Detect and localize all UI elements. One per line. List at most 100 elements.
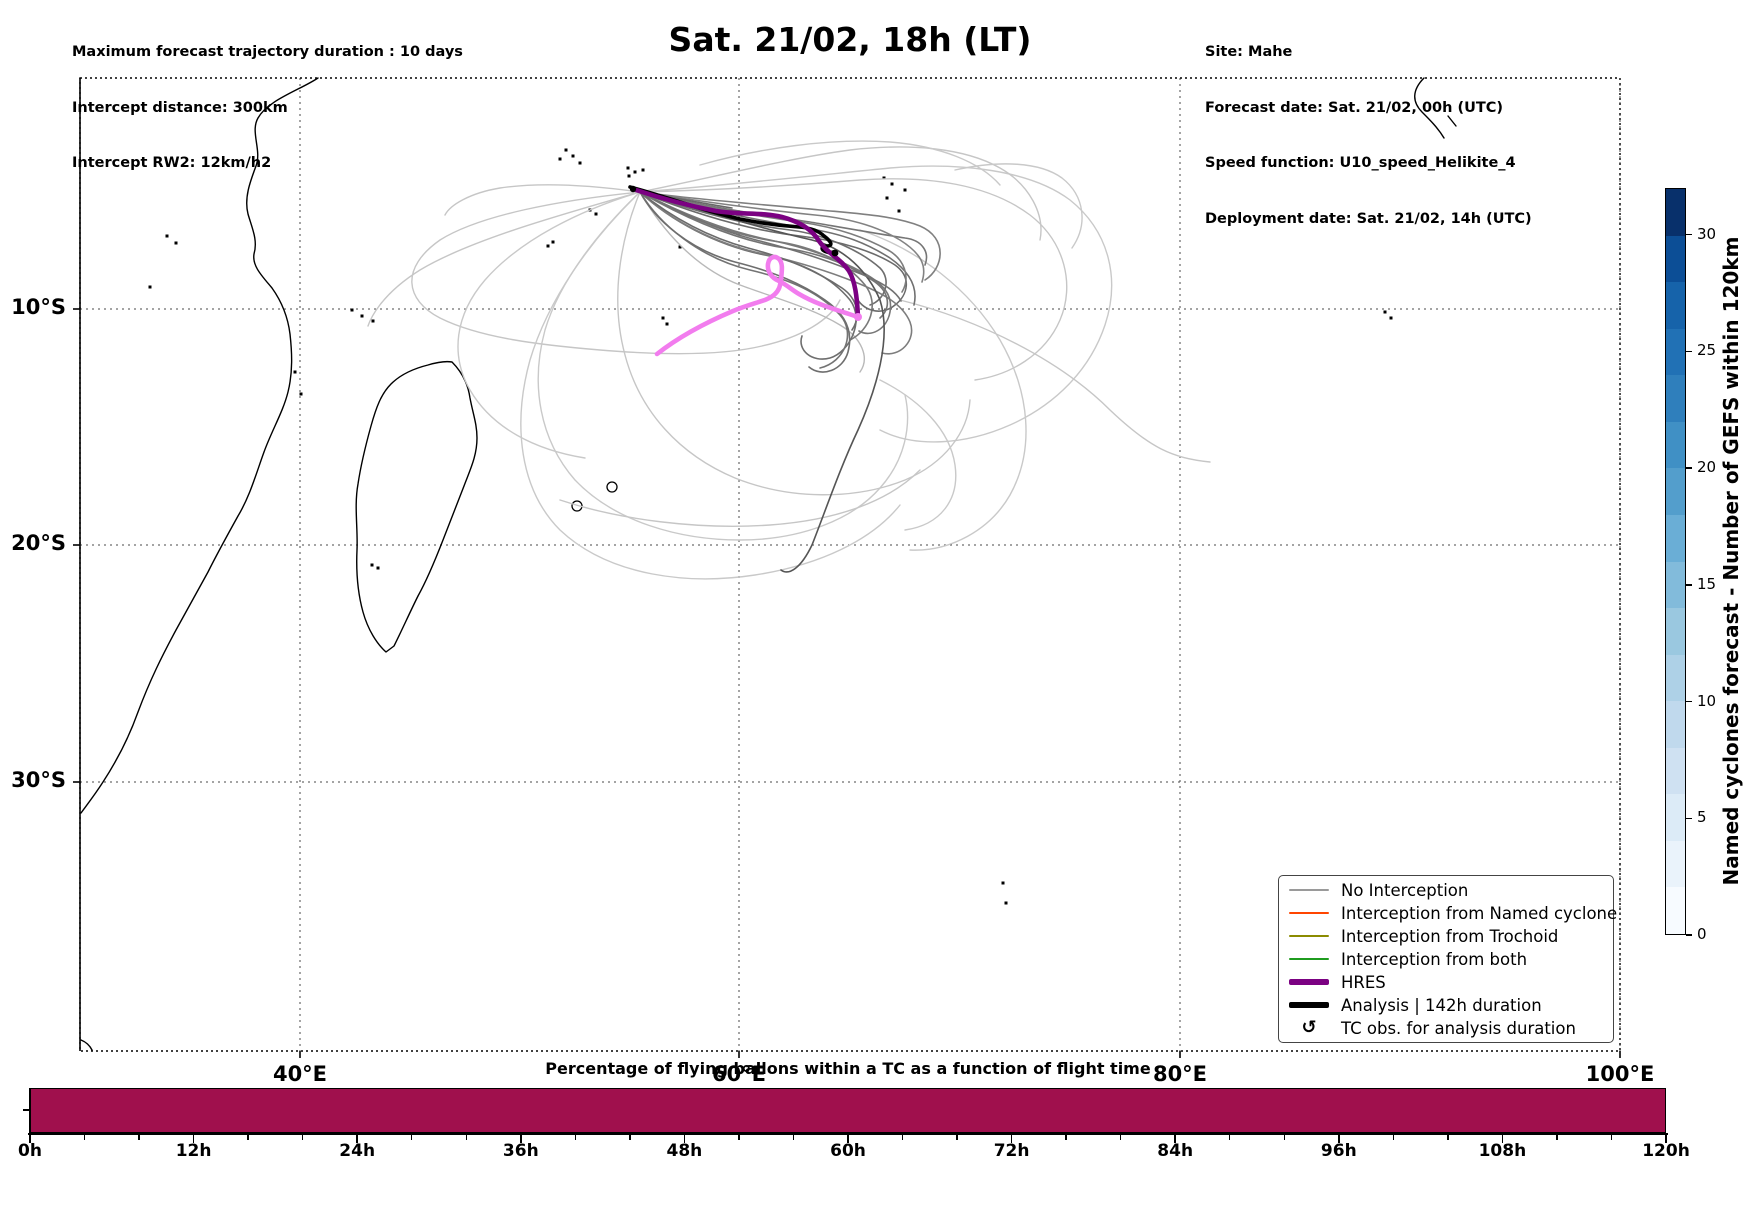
coastline (1414, 77, 1445, 139)
coastline (80, 1039, 93, 1051)
island-speck (1001, 881, 1005, 885)
bar-chart-y-tick (23, 1109, 30, 1111)
bar-chart-minor-tick (1392, 1135, 1395, 1140)
bar-chart-minor-tick (247, 1135, 249, 1140)
trajectory-track (633, 187, 861, 320)
legend-row: No Interception (1279, 879, 1613, 901)
bar-chart-minor-tick (629, 1135, 631, 1140)
island-speck (558, 157, 562, 161)
trajectory-track (639, 191, 885, 573)
island-speck (376, 566, 380, 570)
bar-chart-minor-tick (574, 1135, 577, 1140)
bar-chart-major-tick (847, 1135, 849, 1143)
trajectory-track (559, 469, 921, 527)
coastline (1447, 115, 1457, 127)
island-speck (1389, 316, 1393, 320)
colorbar-segment (1666, 701, 1685, 748)
bar-chart-major-tick (356, 1135, 358, 1143)
colorbar-tick-label: 25 (1697, 341, 1717, 360)
colorbar-tick-label: 15 (1697, 574, 1717, 593)
legend-row: Analysis | 142h duration (1279, 994, 1613, 1016)
bar-chart-major-tick (192, 1135, 195, 1143)
lon-tick-label: 100°E (1585, 1062, 1655, 1086)
bar-chart-left-spine (29, 1088, 31, 1133)
trajectory-track (639, 191, 902, 302)
island-speck (165, 234, 169, 238)
track-endpoint-dot (831, 249, 839, 257)
bar-chart-major-tick (520, 1135, 522, 1143)
island-speck (360, 314, 364, 318)
bar-chart-minor-tick (301, 1135, 304, 1140)
legend-label: Interception from both (1341, 949, 1528, 969)
legend-line-sample (1289, 935, 1329, 937)
colorbar-tick-mark (1686, 467, 1692, 469)
bar-chart-minor-tick (465, 1135, 468, 1140)
colorbar-segment (1666, 282, 1685, 329)
trajectory-track (699, 140, 1001, 186)
bar-chart-tick-label: 84h (1157, 1141, 1194, 1161)
island-speck (371, 319, 375, 323)
trajectory-track (617, 191, 971, 496)
trajectory-track (367, 191, 641, 327)
bar-chart-title: Percentage of flying ballons within a TC… (545, 1059, 1151, 1078)
trajectory-track (954, 163, 1083, 249)
bar-chart-tick-label: 108h (1478, 1141, 1527, 1161)
bar-chart-tick-label: 0h (18, 1141, 42, 1161)
colorbar-tick-mark (1686, 817, 1692, 820)
colorbar-segment (1666, 328, 1685, 376)
trajectory-track (639, 191, 908, 312)
coastline (355, 360, 478, 653)
balloon-percentage-bar (30, 1088, 1666, 1133)
bar-chart-tick-label: 120h (1642, 1141, 1690, 1161)
legend-row: Interception from both (1279, 948, 1613, 970)
legend-label: Analysis | 142h duration (1341, 995, 1542, 1015)
speed-function-text: Speed function: U10_speed_Helikite_4 (1205, 155, 1516, 171)
colorbar-label: Named cyclones forecast - Number of GEFS… (1719, 236, 1743, 886)
trajectory-track (639, 146, 1042, 241)
trajectory-track (899, 299, 1211, 463)
trajectory-track (639, 191, 941, 281)
trajectory-track (639, 165, 1113, 443)
island-speck (661, 316, 665, 320)
bar-chart-minor-tick (901, 1135, 904, 1140)
trajectory-track (639, 191, 887, 306)
bar-chart-major-tick (1010, 1135, 1013, 1143)
island-speck (641, 168, 645, 172)
trajectory-track (639, 191, 928, 266)
trajectory-track (537, 191, 909, 541)
forecast-date-text: Forecast date: Sat. 21/02, 00h (UTC) (1205, 99, 1504, 116)
colorbar-segment (1666, 561, 1685, 609)
colorbar-segment (1666, 375, 1685, 422)
legend-row: Interception from Named cyclone (1279, 902, 1617, 924)
island-speck (626, 166, 630, 170)
legend-line-sample (1289, 958, 1329, 960)
island-speck (627, 174, 631, 178)
colorbar-segment (1666, 608, 1685, 655)
legend-label: HRES (1341, 972, 1386, 992)
bar-chart-tick-label: 36h (502, 1141, 539, 1161)
bar-chart-major-tick (1338, 1135, 1340, 1143)
colorbar-tick-mark (1686, 350, 1692, 353)
bar-chart-minor-tick (792, 1135, 795, 1140)
map-frame (79, 77, 1621, 1052)
trajectory-track (639, 191, 858, 331)
tc-obs-icon: ↺ (1301, 1017, 1317, 1038)
lat-tick-label: 30°S (11, 768, 66, 792)
deployment-date-text: Deployment date: Sat. 21/02, 14h (UTC) (1205, 210, 1532, 227)
island-speck (903, 188, 907, 192)
lat-tick-label: 10°S (11, 295, 66, 319)
island-speck (1383, 310, 1387, 314)
coastline (80, 77, 319, 814)
island-speck (890, 182, 894, 186)
lon-tick-label: 60°E (711, 1062, 767, 1086)
bar-chart-major-tick (1174, 1135, 1176, 1143)
bar-chart-minor-tick (956, 1135, 958, 1140)
trajectory-track (639, 191, 851, 373)
intercept-distance-text: Intercept distance: 300km (72, 99, 288, 116)
legend-row: Interception from Trochoid (1279, 925, 1613, 947)
island-speck (633, 170, 637, 174)
island-speck (571, 154, 575, 158)
bar-chart-x-axis (28, 1133, 1668, 1135)
colorbar-segment (1666, 840, 1685, 888)
